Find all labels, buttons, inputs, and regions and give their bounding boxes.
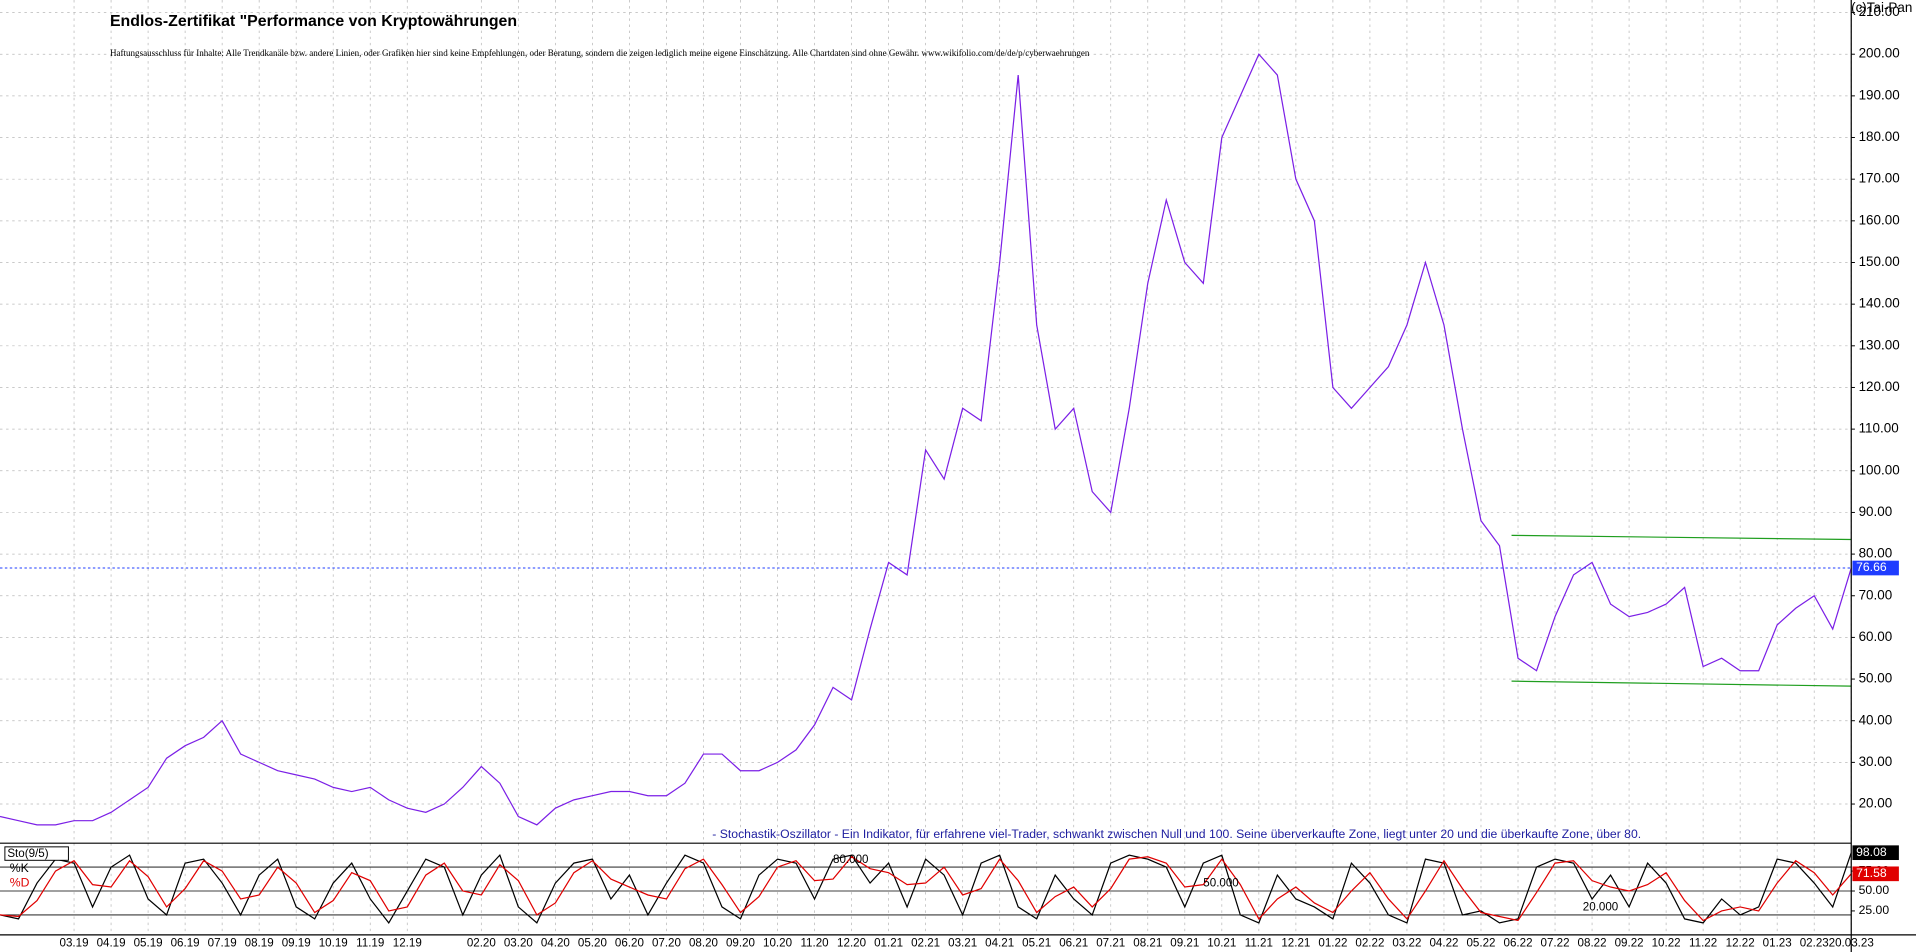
level-label: 80.000 xyxy=(833,853,868,866)
legend-label: %D xyxy=(10,876,30,890)
x-tick-label: 02.22 xyxy=(1355,936,1384,949)
y-tick-label: 160.00 xyxy=(1859,212,1900,227)
x-tick-label: 11.21 xyxy=(1245,936,1273,949)
x-tick-label: 09.22 xyxy=(1615,936,1644,949)
last-value-box xyxy=(1852,866,1899,882)
y-tick-label: 50.00 xyxy=(1859,671,1893,686)
y-tick-label: 90.00 xyxy=(1859,504,1893,519)
x-tick-label: 07.20 xyxy=(652,936,681,949)
x-tick-label: 12.20 xyxy=(837,936,866,949)
x-tick-label: 04.21 xyxy=(985,936,1014,949)
x-tick-label: 09.20 xyxy=(726,936,755,949)
x-tick-label: 12.19 xyxy=(393,936,422,949)
x-tick-label: 07.21 xyxy=(1096,936,1125,949)
x-tick-label: 03.22 xyxy=(1392,936,1421,949)
y-tick-label: 70.00 xyxy=(1859,587,1893,602)
x-tick-label: 05.19 xyxy=(134,936,163,949)
chart-subtitle: Haftungsausschluss für Inhalte: Alle Tre… xyxy=(110,48,1090,58)
x-tick-label: 12.22 xyxy=(1726,936,1755,949)
x-tick-label: 08.22 xyxy=(1578,936,1607,949)
x-tick-label: 07.22 xyxy=(1541,936,1570,949)
x-tick-label: 11.22 xyxy=(1689,936,1717,949)
legend-label: %K xyxy=(10,861,29,875)
chart-title: Endlos-Zertifikat "Performance von Krypt… xyxy=(110,13,517,30)
x-tick-label: 02.20 xyxy=(467,936,496,949)
level-label: 20.000 xyxy=(1583,901,1618,914)
y-tick-label: 120.00 xyxy=(1859,379,1900,394)
labels-layer: 03.19 04.19 05.19 06.19 07.19 08.19 09.19 10.19… xyxy=(10,4,1900,949)
y-tick-label: 60.00 xyxy=(1859,629,1893,644)
x-tick-label: 10.21 xyxy=(1207,936,1236,949)
indicator-box xyxy=(4,846,69,861)
x-tick-label: 05.22 xyxy=(1466,936,1495,949)
x-tick-label: 09.19 xyxy=(282,936,311,949)
x-tick-label: 01.23 xyxy=(1763,936,1792,949)
x-tick-label: 10.22 xyxy=(1652,936,1681,949)
x-tick-label: 03.21 xyxy=(948,936,977,949)
x-tick-label: 06.19 xyxy=(171,936,200,949)
price-line xyxy=(0,53,1852,826)
x-tick-label: 05.21 xyxy=(1022,936,1051,949)
x-tick-label: 01.21 xyxy=(874,936,903,949)
trend-line xyxy=(1511,680,1852,687)
x-tick-label: 05.20 xyxy=(578,936,607,949)
oscillator-line xyxy=(0,855,1852,922)
x-tick-label: 04.20 xyxy=(541,936,570,949)
y-tick-label: 110.00 xyxy=(1859,421,1899,436)
x-tick-label: 11.20 xyxy=(800,936,828,949)
marks-layer xyxy=(0,53,1852,924)
y-tick-label: 150.00 xyxy=(1859,254,1900,269)
last-value-label: 71.58 xyxy=(1856,866,1887,880)
x-tick-label: 04.19 xyxy=(97,936,126,949)
oscillator-line xyxy=(0,852,1852,924)
x-tick-label: 10.19 xyxy=(319,936,348,949)
x-tick-label: 08.20 xyxy=(689,936,718,949)
last-value-label: 76.66 xyxy=(1856,560,1887,574)
x-tick-label: 01.22 xyxy=(1318,936,1347,949)
y-tick-label: 80.00 xyxy=(1859,546,1893,561)
x-tick-label: 08.21 xyxy=(1133,936,1162,949)
y-tick-label: 180.00 xyxy=(1859,129,1900,144)
source: (c)Tai-Pan xyxy=(1851,0,1912,15)
y-tick-label: 210.00 xyxy=(1859,4,1900,19)
y-tick-label: 170.00 xyxy=(1859,171,1900,186)
x-tick-label: 12.21 xyxy=(1281,936,1310,949)
y-tick-label: 130.00 xyxy=(1859,337,1900,352)
x-tick-label: 07.19 xyxy=(208,936,237,949)
x-tick-label: 02.23 xyxy=(1800,936,1829,949)
x-tick-label: 20.03.23 xyxy=(1829,936,1874,949)
x-tick-label: 03.19 xyxy=(60,936,89,949)
y-tick-label: 190.00 xyxy=(1859,87,1900,102)
trend-line xyxy=(1511,534,1852,541)
x-tick-label: 06.20 xyxy=(615,936,644,949)
y-tick-label: 100.00 xyxy=(1859,462,1900,477)
level-label: 50.000 xyxy=(1203,877,1238,890)
y-tick-label: 20.00 xyxy=(1859,796,1893,811)
y-tick-label: 30.00 xyxy=(1859,754,1893,769)
y-tick-label: 40.00 xyxy=(1859,712,1893,727)
y-tick-label: 140.00 xyxy=(1859,296,1900,311)
x-tick-label: 10.20 xyxy=(763,936,792,949)
x-tick-label: 03.20 xyxy=(504,936,533,949)
y-tick-label: 50.00 xyxy=(1859,883,1890,897)
x-tick-label: 09.21 xyxy=(1170,936,1199,949)
last-value-box xyxy=(1852,560,1899,576)
x-tick-label: 11.19 xyxy=(356,936,384,949)
indicator-title: Sto(9/5) xyxy=(7,847,48,860)
y-tick-label: 200.00 xyxy=(1859,46,1900,61)
x-tick-label: 02.21 xyxy=(911,936,940,949)
x-tick-label: 04.22 xyxy=(1429,936,1458,949)
indicator-description: - Stochastik-Oszillator - Ein Indikator,… xyxy=(712,827,1641,841)
x-tick-label: 06.21 xyxy=(1059,936,1088,949)
last-value-box xyxy=(1852,845,1899,861)
last-value-label: 98.08 xyxy=(1856,845,1887,859)
y-tick-label: 25.00 xyxy=(1859,903,1890,917)
x-tick-label: 06.22 xyxy=(1504,936,1533,949)
x-tick-label: 08.19 xyxy=(245,936,274,949)
